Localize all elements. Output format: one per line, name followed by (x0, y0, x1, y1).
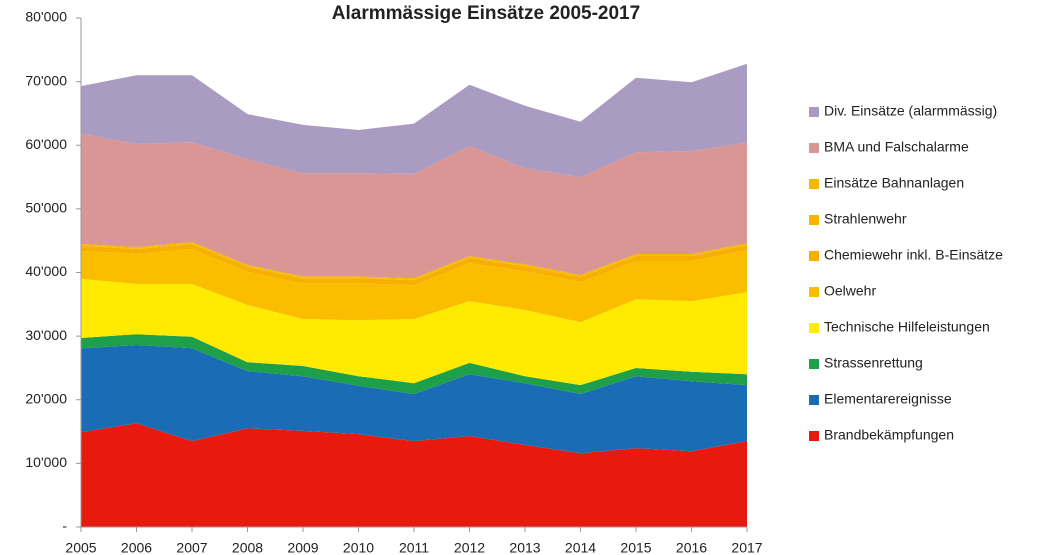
y-tick-label: 30'000 (25, 327, 67, 343)
x-tick-label: 2009 (287, 540, 318, 555)
y-tick-label: 20'000 (25, 390, 67, 406)
x-tick-label: 2016 (676, 540, 707, 555)
legend-swatch (809, 395, 819, 405)
area (81, 423, 747, 527)
legend-swatch (809, 143, 819, 153)
x-tick-label: 2011 (399, 540, 429, 555)
x-tick-label: 2006 (121, 540, 152, 555)
y-tick-label: 40'000 (25, 263, 67, 279)
area (81, 133, 747, 279)
legend-swatch (809, 251, 819, 261)
area (81, 345, 747, 454)
legend-label: Strassenrettung (824, 355, 923, 371)
legend-swatch (809, 359, 819, 369)
legend-swatch (809, 179, 819, 189)
y-tick-label: 60'000 (25, 136, 67, 152)
y-tick-label: 10'000 (25, 454, 67, 470)
x-tick-label: 2012 (454, 540, 485, 555)
y-tick-label: - (62, 518, 67, 534)
legend-label: Strahlenwehr (824, 211, 907, 227)
x-tick-label: 2014 (565, 540, 596, 555)
legend-label: Div. Einsätze (alarmmässig) (824, 103, 997, 119)
area (81, 334, 747, 395)
x-tick-label: 2010 (343, 540, 374, 555)
legend-label: Oelwehr (824, 283, 876, 299)
area (81, 278, 747, 386)
y-tick-label: 70'000 (25, 72, 67, 88)
x-tick-label: 2008 (232, 540, 263, 555)
legend-label: Technische Hilfeleistungen (824, 319, 990, 335)
legend-swatch (809, 323, 819, 333)
legend-label: Chemiewehr inkl. B-Einsätze (824, 247, 1003, 263)
legend-swatch (809, 431, 819, 441)
area (81, 248, 747, 323)
chart-title: Alarmmässige Einsätze 2005-2017 (332, 3, 640, 24)
x-tick-label: 2015 (620, 540, 651, 555)
x-tick-label: 2013 (509, 540, 540, 555)
legend-label: BMA und Falschalarme (824, 139, 969, 155)
x-tick-label: 2017 (731, 540, 762, 555)
legend-swatch (809, 107, 819, 117)
legend-label: Elementarereignisse (824, 391, 952, 407)
y-tick-label: 50'000 (25, 200, 67, 216)
y-tick-label: 80'000 (25, 9, 67, 25)
legend-label: Brandbekämpfungen (824, 427, 954, 443)
area (81, 63, 747, 178)
legend-label: Einsätze Bahnanlagen (824, 175, 964, 191)
legend-swatch (809, 215, 819, 225)
area (81, 243, 747, 286)
x-tick-label: 2007 (176, 540, 207, 555)
x-tick-label: 2005 (65, 540, 96, 555)
legend-swatch (809, 287, 819, 297)
